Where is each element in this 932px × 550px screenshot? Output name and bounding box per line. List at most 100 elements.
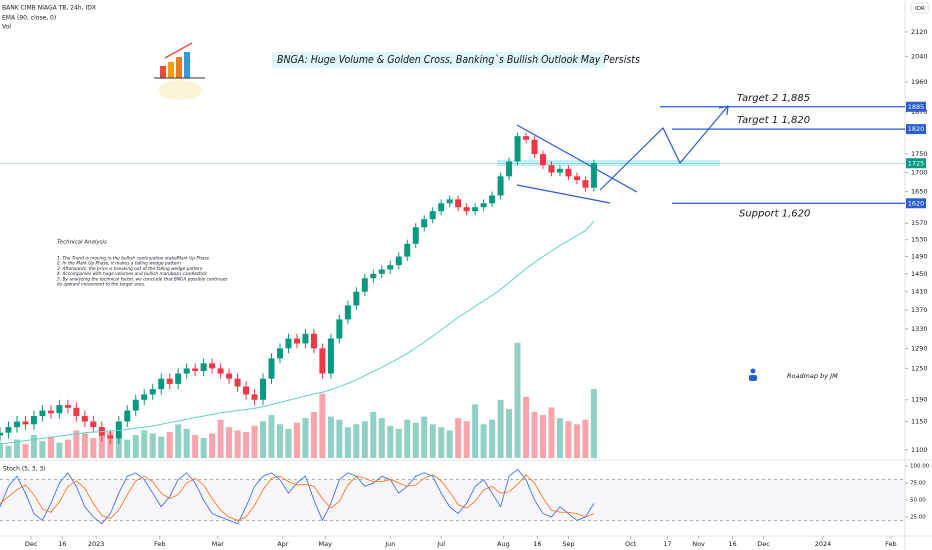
- candle-body: [226, 373, 233, 379]
- x-tick-label: 2024: [815, 540, 832, 548]
- last-price-tag: [906, 158, 926, 169]
- y-tick-label: 1490: [911, 253, 928, 261]
- stoch-y-tick-label: 50.00: [910, 498, 926, 504]
- candle-body: [446, 199, 453, 204]
- x-tick-label: Nov: [692, 540, 705, 548]
- candle-body: [438, 203, 445, 212]
- stoch-y-tick-label: 100.00: [910, 464, 930, 470]
- person-icon: [749, 368, 757, 381]
- candle-body: [548, 165, 555, 173]
- volume-bar: [463, 421, 470, 458]
- volume-bar: [378, 418, 385, 458]
- x-tick-label: Jun: [384, 540, 395, 548]
- currency-box: [910, 2, 930, 14]
- candle-body: [556, 168, 563, 173]
- candle-body: [293, 338, 300, 344]
- candle-body: [132, 399, 139, 411]
- volume-bar: [192, 435, 199, 458]
- volume-bar: [582, 419, 589, 458]
- candle-body: [209, 363, 216, 369]
- credit: Roadmap by JM: [787, 372, 838, 380]
- x-tick-label: 2023: [88, 540, 105, 548]
- level-label: Target 2 1,885: [737, 93, 810, 104]
- volume-bar: [64, 439, 71, 458]
- candle-body: [590, 163, 597, 188]
- candle-body: [404, 243, 411, 257]
- y-tick-label: 1570: [911, 219, 928, 227]
- candle-body: [115, 421, 122, 439]
- candle-body: [497, 176, 504, 196]
- candle-body: [22, 421, 29, 425]
- indicator-label: Vol: [2, 24, 11, 31]
- wedge-lower: [516, 184, 611, 204]
- candle-body: [90, 421, 97, 428]
- candle-body: [183, 368, 190, 374]
- candle-body: [0, 432, 3, 436]
- volume-bar: [22, 444, 29, 458]
- y-tick-label: 1530: [911, 236, 928, 244]
- candle-body: [378, 269, 385, 274]
- volume-bar: [141, 430, 148, 458]
- candle-body: [336, 319, 343, 339]
- x-tick-label: Aug: [497, 540, 510, 548]
- volume-bar: [132, 435, 139, 458]
- candle-body: [243, 386, 250, 395]
- candle-body: [531, 139, 538, 155]
- y-tick-label: 1370: [911, 306, 928, 314]
- volume-bar: [404, 419, 411, 458]
- candle-body: [506, 161, 513, 177]
- indicator-label: EMA (90, close, 0): [2, 15, 56, 22]
- candle-body: [64, 405, 71, 408]
- volume-bar: [573, 424, 580, 458]
- volume-bar: [548, 407, 555, 458]
- candle-body: [47, 410, 54, 414]
- level-tag: [906, 101, 926, 112]
- volume-bar: [175, 424, 182, 458]
- chart-title: BANK CIMB NIAGA TB, 24h, IDX: [2, 5, 96, 12]
- volume-bar: [480, 424, 487, 458]
- y-tick-label: 2120: [911, 28, 928, 36]
- stoch-y-tick-label: 75.00: [910, 481, 926, 487]
- last-price-label: 1725: [908, 159, 925, 167]
- candle-body: [480, 203, 487, 208]
- candle-body: [56, 405, 63, 414]
- stoch-y-tick-label: 25.00: [910, 515, 926, 521]
- candle-body: [166, 378, 173, 384]
- candle-body: [540, 154, 546, 166]
- volume-bar: [429, 424, 436, 458]
- candle-body: [260, 378, 267, 400]
- x-tick-label: Mar: [212, 540, 225, 548]
- x-tick-label: Sep: [562, 540, 574, 548]
- y-tick-label: 1100: [911, 446, 928, 454]
- candle-body: [370, 273, 377, 279]
- volume-bar: [98, 427, 105, 458]
- level-label: Support 1,620: [739, 208, 810, 219]
- candle-body: [149, 389, 156, 395]
- volume-bar: [421, 416, 428, 458]
- y-tick-label: 1450: [911, 270, 928, 278]
- candle-body: [361, 278, 368, 292]
- volume-bar: [319, 393, 326, 458]
- y-tick-label: 1290: [911, 344, 928, 352]
- candle-body: [514, 136, 521, 162]
- volume-bar: [56, 442, 63, 458]
- volume-bar: [556, 418, 563, 458]
- volume-bar: [39, 441, 46, 458]
- note-line: 2. In the Mark Up Phase, it makes a fall…: [57, 261, 181, 267]
- volume-bar: [90, 438, 97, 458]
- breakout-zone: [497, 160, 720, 166]
- volume-bar: [149, 433, 156, 458]
- x-tick-label: 16: [533, 540, 541, 548]
- candle-body: [285, 338, 292, 349]
- x-tick-label: 16: [728, 540, 736, 548]
- candle-body: [387, 265, 394, 270]
- note-line: 5. By analyzing the technical factor, we…: [57, 276, 228, 282]
- wedge-upper: [516, 124, 638, 193]
- volume-bar: [327, 416, 334, 458]
- volume-bar: [183, 428, 190, 458]
- candle-body: [73, 407, 80, 417]
- volume-bar: [285, 428, 292, 458]
- candle-body: [175, 373, 182, 384]
